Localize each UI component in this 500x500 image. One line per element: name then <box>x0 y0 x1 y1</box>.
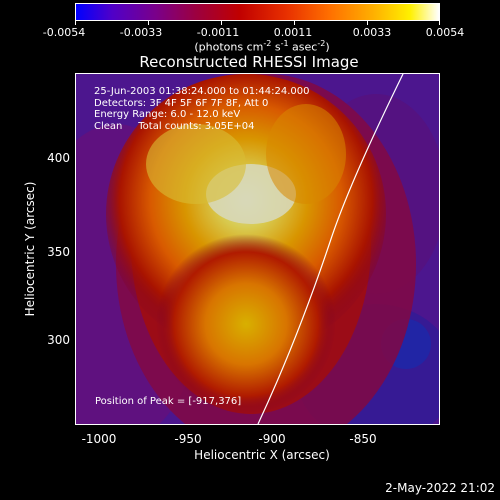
rhessi-image-panel <box>75 73 440 425</box>
x-tick-label: -850 <box>349 432 377 446</box>
colorbar-tick <box>367 21 368 25</box>
x-axis-label: Heliocentric X (arcsec) <box>194 448 330 462</box>
colorbar-tick-label: -0.0054 <box>42 26 86 39</box>
image-title: Reconstructed RHESSI Image <box>139 53 359 71</box>
colorbar-tick-label: 0.0011 <box>273 26 313 39</box>
colorbar <box>75 3 440 21</box>
info-clean-counts: Clean Total counts: 3.05E+04 <box>94 120 255 132</box>
info-energy-range: Energy Range: 6.0 - 12.0 keV <box>94 109 241 120</box>
y-tick-label: 350 <box>47 245 70 259</box>
colorbar-tick-label: -0.0011 <box>196 26 240 39</box>
info-detectors: Detectors: 3F 4F 5F 6F 7F 8F, Att 0 <box>94 97 269 109</box>
rhessi-image <box>76 74 439 424</box>
colorbar-tick-label: 0.0054 <box>425 26 465 39</box>
datestamp: 2-May-2022 21:02 <box>385 481 495 495</box>
peak-position: Position of Peak = [-917,376] <box>95 396 242 407</box>
colorbar-tick-label: 0.0033 <box>352 26 392 39</box>
colorbar-units: (photons cm-2 s-1 asec-2) <box>194 39 330 54</box>
x-tick-label: -1000 <box>81 432 117 446</box>
y-tick-label: 300 <box>47 333 70 347</box>
colorbar-tick <box>75 21 76 25</box>
observation-info: 25-Jun-2003 01:38:24.000 to 01:44:24.000… <box>94 86 310 132</box>
colorbar-tick-label: -0.0033 <box>119 26 163 39</box>
colorbar-tick <box>294 21 295 25</box>
colorbar-tick <box>439 21 440 25</box>
colorbar-tick <box>148 21 149 25</box>
y-axis-label: Heliocentric Y (arcsec) <box>23 181 37 317</box>
info-time-range: 25-Jun-2003 01:38:24.000 to 01:44:24.000 <box>94 86 310 97</box>
colorbar-tick <box>221 21 222 25</box>
x-tick-label: -900 <box>258 432 286 446</box>
y-tick-label: 400 <box>47 151 70 165</box>
solar-limb-line <box>257 74 404 424</box>
x-tick-label: -950 <box>174 432 202 446</box>
